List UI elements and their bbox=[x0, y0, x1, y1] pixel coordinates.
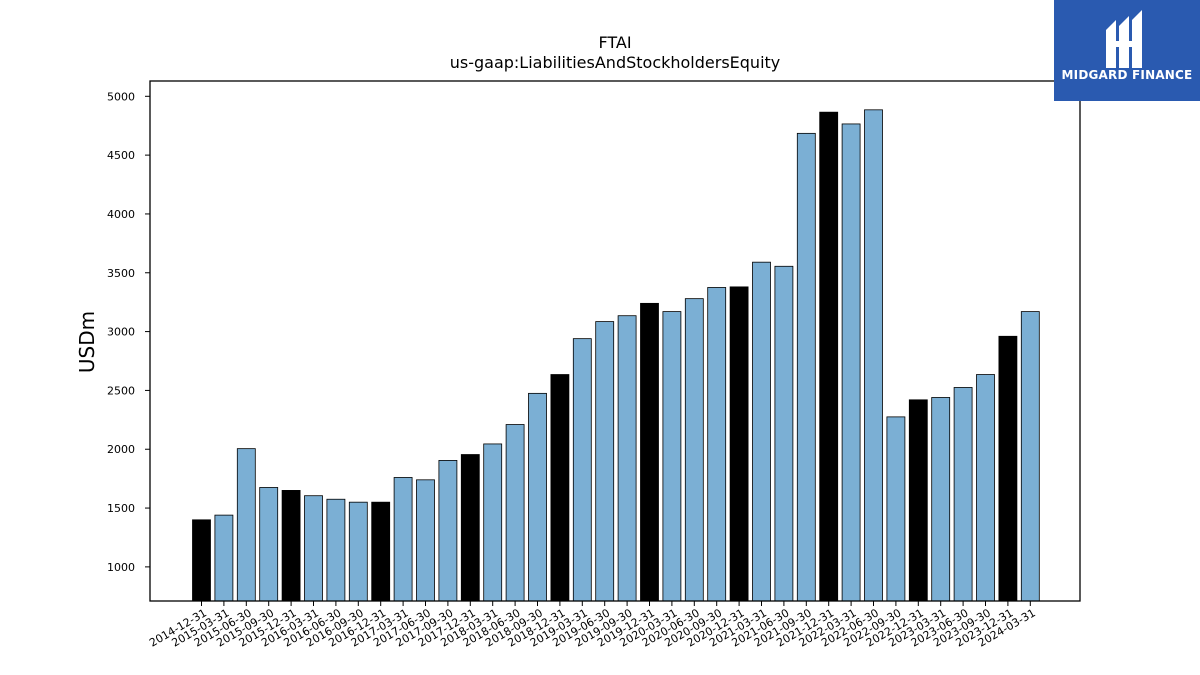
bar-2019-12-31 bbox=[640, 302, 659, 602]
chart-title: FTAI bbox=[598, 33, 631, 52]
y-tick-label: 5000 bbox=[107, 90, 135, 103]
bar-2017-06-30 bbox=[416, 479, 435, 602]
bar-2022-12-31 bbox=[908, 399, 928, 602]
bar-2018-03-31 bbox=[483, 443, 503, 602]
bar-2022-09-30 bbox=[886, 416, 906, 602]
y-tick-label: 4000 bbox=[107, 208, 135, 221]
bar-2015-12-31 bbox=[281, 490, 301, 602]
y-axis: 1000 1500 2000 2500 3000 3500 4000 4500 5000 bbox=[107, 90, 150, 574]
bar-2021-09-30 bbox=[796, 132, 816, 602]
x-axis: 2014-12-312015-03-312015-06-302015-09-30… bbox=[147, 601, 1038, 650]
bar-2015-06-30 bbox=[236, 448, 256, 602]
bar-2015-09-30 bbox=[259, 487, 279, 602]
midgard-logo-icon bbox=[1106, 10, 1142, 68]
bar-2023-09-30 bbox=[976, 374, 995, 602]
bar-2017-12-31 bbox=[460, 454, 480, 602]
logo-text: MIDGARD FINANCE bbox=[1061, 68, 1193, 82]
bar-2017-03-31 bbox=[393, 477, 413, 602]
bar-2015-03-31 bbox=[214, 514, 234, 602]
bar-2016-09-30 bbox=[348, 501, 368, 602]
bar-2024-03-31 bbox=[1020, 311, 1040, 602]
y-tick-label: 3000 bbox=[107, 326, 135, 339]
chart-subtitle: us-gaap:LiabilitiesAndStockholdersEquity bbox=[450, 53, 781, 72]
bar-2018-06-30 bbox=[505, 424, 525, 602]
bar-2023-06-30 bbox=[953, 387, 973, 602]
y-axis-label: USDm bbox=[75, 311, 99, 373]
bar-2020-12-31 bbox=[729, 286, 749, 602]
plot-frame bbox=[149, 80, 1081, 602]
y-tick-label: 1000 bbox=[107, 561, 135, 574]
bar-2019-06-30 bbox=[595, 321, 615, 602]
y-tick-label: 3500 bbox=[107, 267, 135, 280]
bar-2016-12-31 bbox=[371, 501, 391, 602]
bar-2018-09-30 bbox=[528, 392, 547, 602]
bar-2018-12-31 bbox=[550, 374, 570, 602]
bar-2022-03-31 bbox=[841, 123, 861, 602]
y-tick-label: 2000 bbox=[107, 443, 135, 456]
y-tick-label: 2500 bbox=[107, 384, 135, 397]
bar-2021-03-31 bbox=[752, 261, 771, 602]
bar-2016-03-31 bbox=[304, 495, 323, 602]
bar-2020-06-30 bbox=[684, 298, 704, 602]
midgard-finance-logo: MIDGARD FINANCE bbox=[1054, 0, 1200, 101]
bar-2019-09-30 bbox=[617, 315, 637, 602]
bar-2023-12-31 bbox=[998, 335, 1018, 602]
bar-2021-12-31 bbox=[819, 111, 839, 602]
bar-2022-06-30 bbox=[864, 109, 883, 602]
bar-2017-09-30 bbox=[438, 460, 458, 602]
bar-2020-03-31 bbox=[662, 311, 682, 602]
bar-2016-06-30 bbox=[326, 498, 346, 602]
bar-2014-12-31 bbox=[192, 519, 211, 602]
bars-layer bbox=[192, 109, 1040, 602]
y-tick-label: 1500 bbox=[107, 502, 135, 515]
bar-2019-03-31 bbox=[572, 338, 592, 602]
y-tick-label: 4500 bbox=[107, 149, 135, 162]
bar-2020-09-30 bbox=[707, 287, 727, 602]
bar-2021-06-30 bbox=[774, 265, 794, 602]
bar-2023-03-31 bbox=[931, 397, 951, 602]
